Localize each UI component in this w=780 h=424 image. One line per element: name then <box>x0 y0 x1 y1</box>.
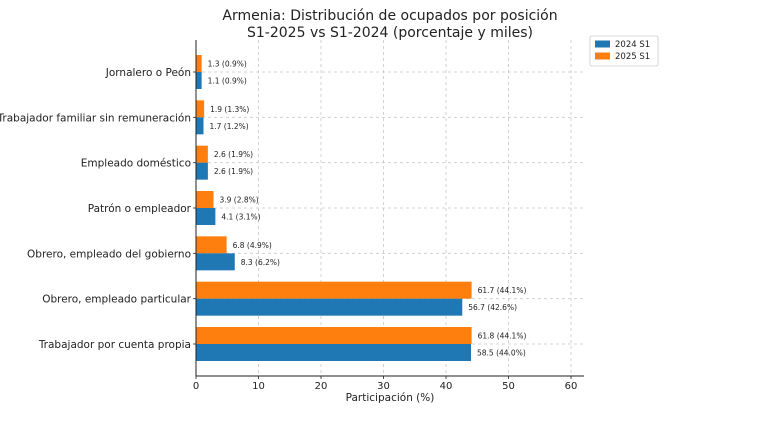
legend-label: 2024 S1 <box>615 40 650 50</box>
data-label-2025: 3.9 (2.8%) <box>220 196 259 205</box>
bar-2024 <box>196 208 216 225</box>
x-tick-labels: 0 10 20 30 40 50 60 <box>193 376 578 392</box>
data-label-2024: 1.7 (1.2%) <box>210 122 249 131</box>
y-tick-label: Empleado doméstico <box>81 158 191 170</box>
data-label-2024: 8.3 (6.2%) <box>241 258 280 267</box>
data-label-2025: 61.7 (44.1%) <box>478 286 527 295</box>
data-label-2025: 2.6 (1.9%) <box>214 150 253 159</box>
data-label-2025: 1.3 (0.9%) <box>208 60 247 69</box>
data-label-2025: 61.8 (44.1%) <box>478 332 527 341</box>
data-label-2024: 1.1 (0.9%) <box>208 77 247 86</box>
y-tick-label: Trabajador familiar sin remuneración <box>0 112 191 124</box>
bar-2024 <box>196 253 235 271</box>
x-tick-label: 30 <box>377 381 390 392</box>
legend-swatch <box>595 52 610 60</box>
bar-2024 <box>196 162 208 180</box>
x-tick-label: 0 <box>193 381 199 392</box>
y-tick-label: Trabajador por cuenta propia <box>38 339 191 351</box>
data-label-2024: 4.1 (3.1%) <box>221 213 260 222</box>
y-tick-labels: Jornalero o Peón Trabajador familiar sin … <box>0 67 192 351</box>
data-labels: 1.3 (0.9%) 1.1 (0.9%) 1.9 (1.3%) 1.7 (1.2%)… <box>208 60 527 358</box>
data-label-2025: 6.8 (4.9%) <box>233 241 272 250</box>
y-tick-label: Patrón o empleador <box>88 203 192 215</box>
bars <box>196 55 472 361</box>
bar-2025 <box>196 55 202 72</box>
axes <box>193 40 584 377</box>
bar-2025 <box>196 281 472 299</box>
grid-lines <box>196 40 584 376</box>
data-label-2024: 2.6 (1.9%) <box>214 167 253 176</box>
data-label-2024: 56.7 (42.6%) <box>468 303 517 312</box>
chart-title-line1: Armenia: Distribución de ocupados por po… <box>222 8 557 24</box>
x-tick-label: 20 <box>315 381 328 392</box>
legend: 2024 S1 2025 S1 <box>589 35 659 67</box>
bar-2025 <box>196 100 205 118</box>
data-label-2024: 58.5 (44.0%) <box>477 349 526 358</box>
bar-2025 <box>196 191 214 208</box>
bar-2025 <box>196 327 472 344</box>
bar-2024 <box>196 298 463 316</box>
legend-label: 2025 S1 <box>615 52 650 62</box>
chart-title-line2: S1-2025 vs S1-2024 (porcentaje y miles) <box>247 25 533 41</box>
bar-2024 <box>196 344 471 361</box>
x-tick-label: 50 <box>502 381 515 392</box>
x-tick-label: 10 <box>252 381 265 392</box>
x-axis-label: Participación (%) <box>346 392 435 404</box>
y-tick-label: Obrero, empleado del gobierno <box>27 248 191 260</box>
legend-swatch <box>595 40 610 48</box>
y-tick-label: Obrero, empleado particular <box>42 294 191 306</box>
x-tick-label: 40 <box>440 381 453 392</box>
bar-2025 <box>196 145 208 163</box>
x-tick-label: 60 <box>565 381 578 392</box>
bar-2025 <box>196 236 227 254</box>
bar-2024 <box>196 117 204 135</box>
data-label-2025: 1.9 (1.3%) <box>210 105 249 114</box>
bar-2024 <box>196 72 202 89</box>
y-tick-label: Jornalero o Peón <box>105 67 191 79</box>
